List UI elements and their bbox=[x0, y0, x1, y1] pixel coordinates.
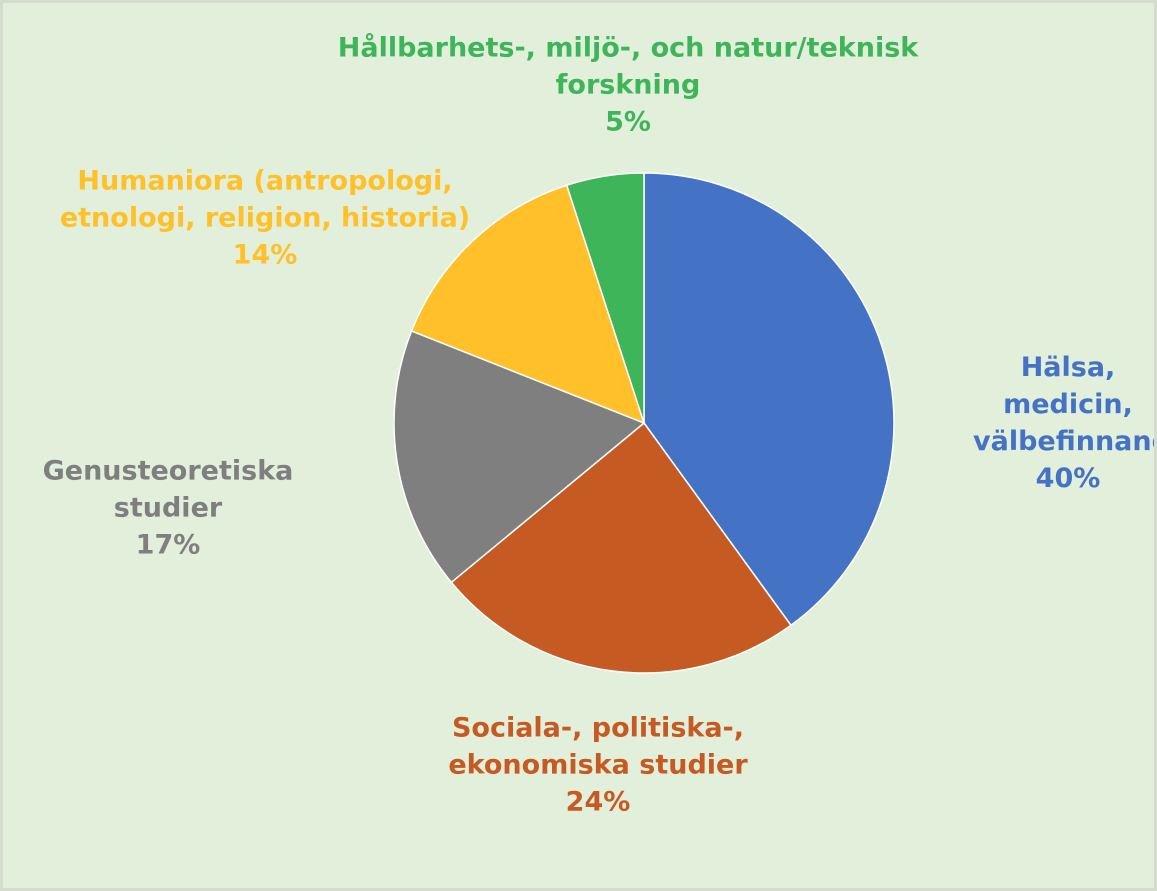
value-label: 5% bbox=[605, 106, 651, 138]
slice-label: Genusteoretiska studier 17% bbox=[18, 453, 318, 564]
category-name: Hälsa, medicin, välbefinnande bbox=[973, 352, 1154, 457]
pie-slice bbox=[565, 172, 645, 424]
pie-slice bbox=[393, 329, 646, 584]
slice-label: Hållbarhets-, miljö-, och natur/teknisk … bbox=[268, 30, 988, 141]
slice-label: Sociala-, politiska-, ekonomiska studier… bbox=[408, 710, 788, 821]
value-label: 24% bbox=[565, 786, 631, 818]
value-label: 40% bbox=[1035, 463, 1101, 494]
value-label: 17% bbox=[135, 529, 201, 561]
pie-slice bbox=[450, 421, 792, 674]
category-name: Hållbarhets-, miljö-, och natur/teknisk … bbox=[337, 32, 919, 101]
category-name: Sociala-, politiska-, ekonomiska studier bbox=[448, 712, 748, 781]
pie-canvas bbox=[393, 172, 895, 674]
pie-slice bbox=[643, 172, 895, 627]
category-name: Genusteoretiska studier bbox=[42, 455, 294, 524]
value-label: 14% bbox=[232, 239, 298, 271]
slice-label: Hälsa, medicin, välbefinnande 40% bbox=[973, 349, 1154, 497]
slice-label: Humaniora (antropologi, etnologi, religi… bbox=[15, 163, 515, 274]
category-name: Humaniora (antropologi, etnologi, religi… bbox=[59, 165, 471, 234]
